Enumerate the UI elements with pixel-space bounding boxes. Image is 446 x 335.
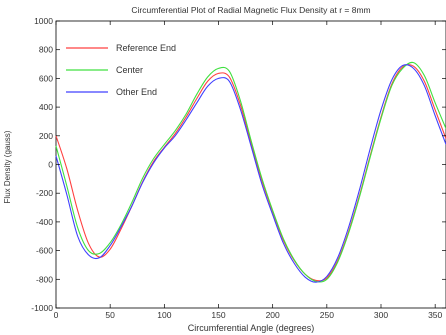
- y-tick-label: 400: [39, 102, 53, 112]
- x-tick-label: 150: [211, 310, 225, 320]
- axis-ticks: 0 50 100 150 200 250 300 350 -1000 -800 -600 -400 -2…: [31, 16, 446, 320]
- x-tick-label: 250: [320, 310, 334, 320]
- x-tick-label: 200: [266, 310, 280, 320]
- legend-label-center: Center: [116, 65, 143, 75]
- y-tick-label: 800: [39, 45, 53, 55]
- y-tick-label: -800: [36, 274, 53, 284]
- y-tick-label: -200: [36, 188, 53, 198]
- series-layer: [55, 61, 446, 283]
- y-tick-label: -600: [36, 246, 53, 256]
- x-tick-label: 100: [157, 310, 171, 320]
- series-line-center: [55, 61, 446, 283]
- y-tick-label: 0: [48, 160, 53, 170]
- y-tick-label: -1000: [31, 303, 53, 313]
- chart-title: Circumferential Plot of Radial Magnetic …: [131, 5, 370, 15]
- legend-label-reference-end: Reference End: [116, 43, 176, 53]
- series-line-other-end: [55, 64, 446, 283]
- y-axis-label: Flux Density (gauss): [3, 130, 12, 203]
- legend: Reference End Center Other End: [66, 43, 176, 97]
- x-tick-label: 0: [54, 310, 59, 320]
- y-tick-label: -400: [36, 217, 53, 227]
- x-tick-label: 50: [105, 310, 115, 320]
- y-tick-label: 200: [39, 131, 53, 141]
- y-tick-label: 1000: [34, 16, 53, 26]
- legend-label-other-end: Other End: [116, 87, 157, 97]
- x-axis-label: Circumferential Angle (degrees): [188, 323, 315, 333]
- x-tick-label: 300: [374, 310, 388, 320]
- y-tick-label: 600: [39, 73, 53, 83]
- plot-area-frame: [55, 20, 446, 309]
- x-tick-label: 350: [428, 310, 442, 320]
